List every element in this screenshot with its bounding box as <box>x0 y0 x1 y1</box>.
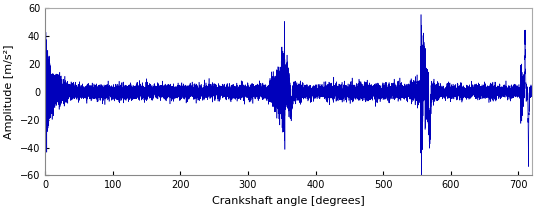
Y-axis label: Amplitude [m/s²]: Amplitude [m/s²] <box>4 45 14 139</box>
X-axis label: Crankshaft angle [degrees]: Crankshaft angle [degrees] <box>212 196 365 206</box>
